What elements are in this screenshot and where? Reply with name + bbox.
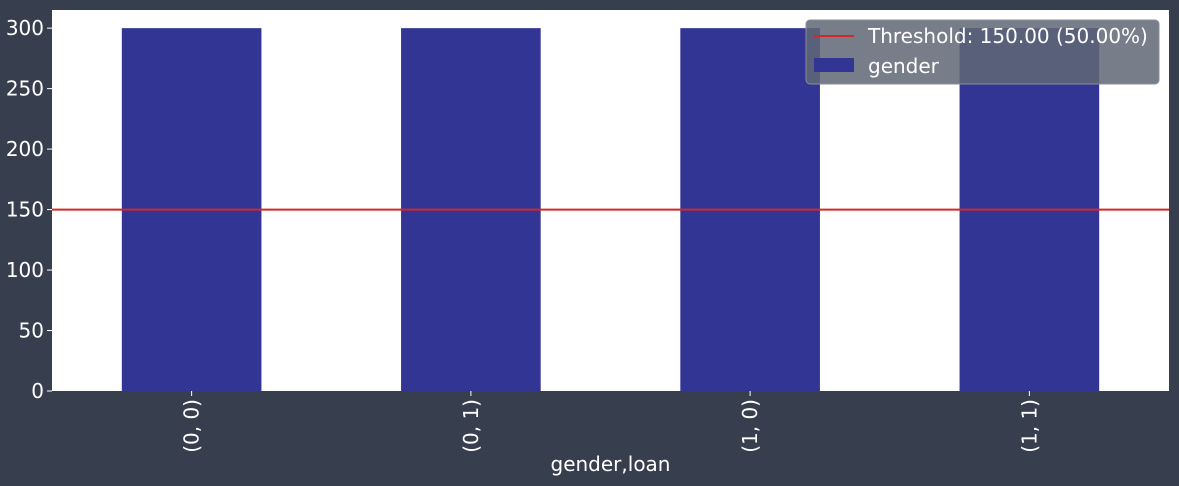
x-tick-label-3: (1, 1)	[1017, 399, 1041, 453]
x-tick-label-1: (0, 1)	[459, 399, 483, 453]
y-tick-label-1: 50	[19, 319, 44, 343]
x-axis-label: gender,loan	[551, 452, 671, 476]
x-tick-label-0: (0, 0)	[180, 399, 204, 453]
y-tick-label-0: 0	[31, 379, 44, 403]
legend: Threshold: 150.00 (50.00%) gender	[805, 19, 1160, 85]
y-tick-label-5: 250	[6, 77, 44, 101]
y-tick-label-6: 300	[6, 16, 44, 40]
legend-box	[805, 19, 1160, 85]
x-tick-label-2: (1, 0)	[738, 399, 762, 453]
y-tick-label-2: 100	[6, 258, 44, 282]
legend-threshold-label: Threshold: 150.00 (50.00%)	[867, 24, 1148, 48]
legend-bar-swatch	[814, 58, 854, 72]
y-tick-label-3: 150	[6, 198, 44, 222]
y-axis: 0 50 100 150 200 250 300	[6, 16, 52, 403]
y-tick-label-4: 200	[6, 137, 44, 161]
x-axis: (0, 0) (0, 1) (1, 0) (1, 1)	[180, 391, 1041, 453]
legend-series-label: gender	[868, 54, 940, 78]
